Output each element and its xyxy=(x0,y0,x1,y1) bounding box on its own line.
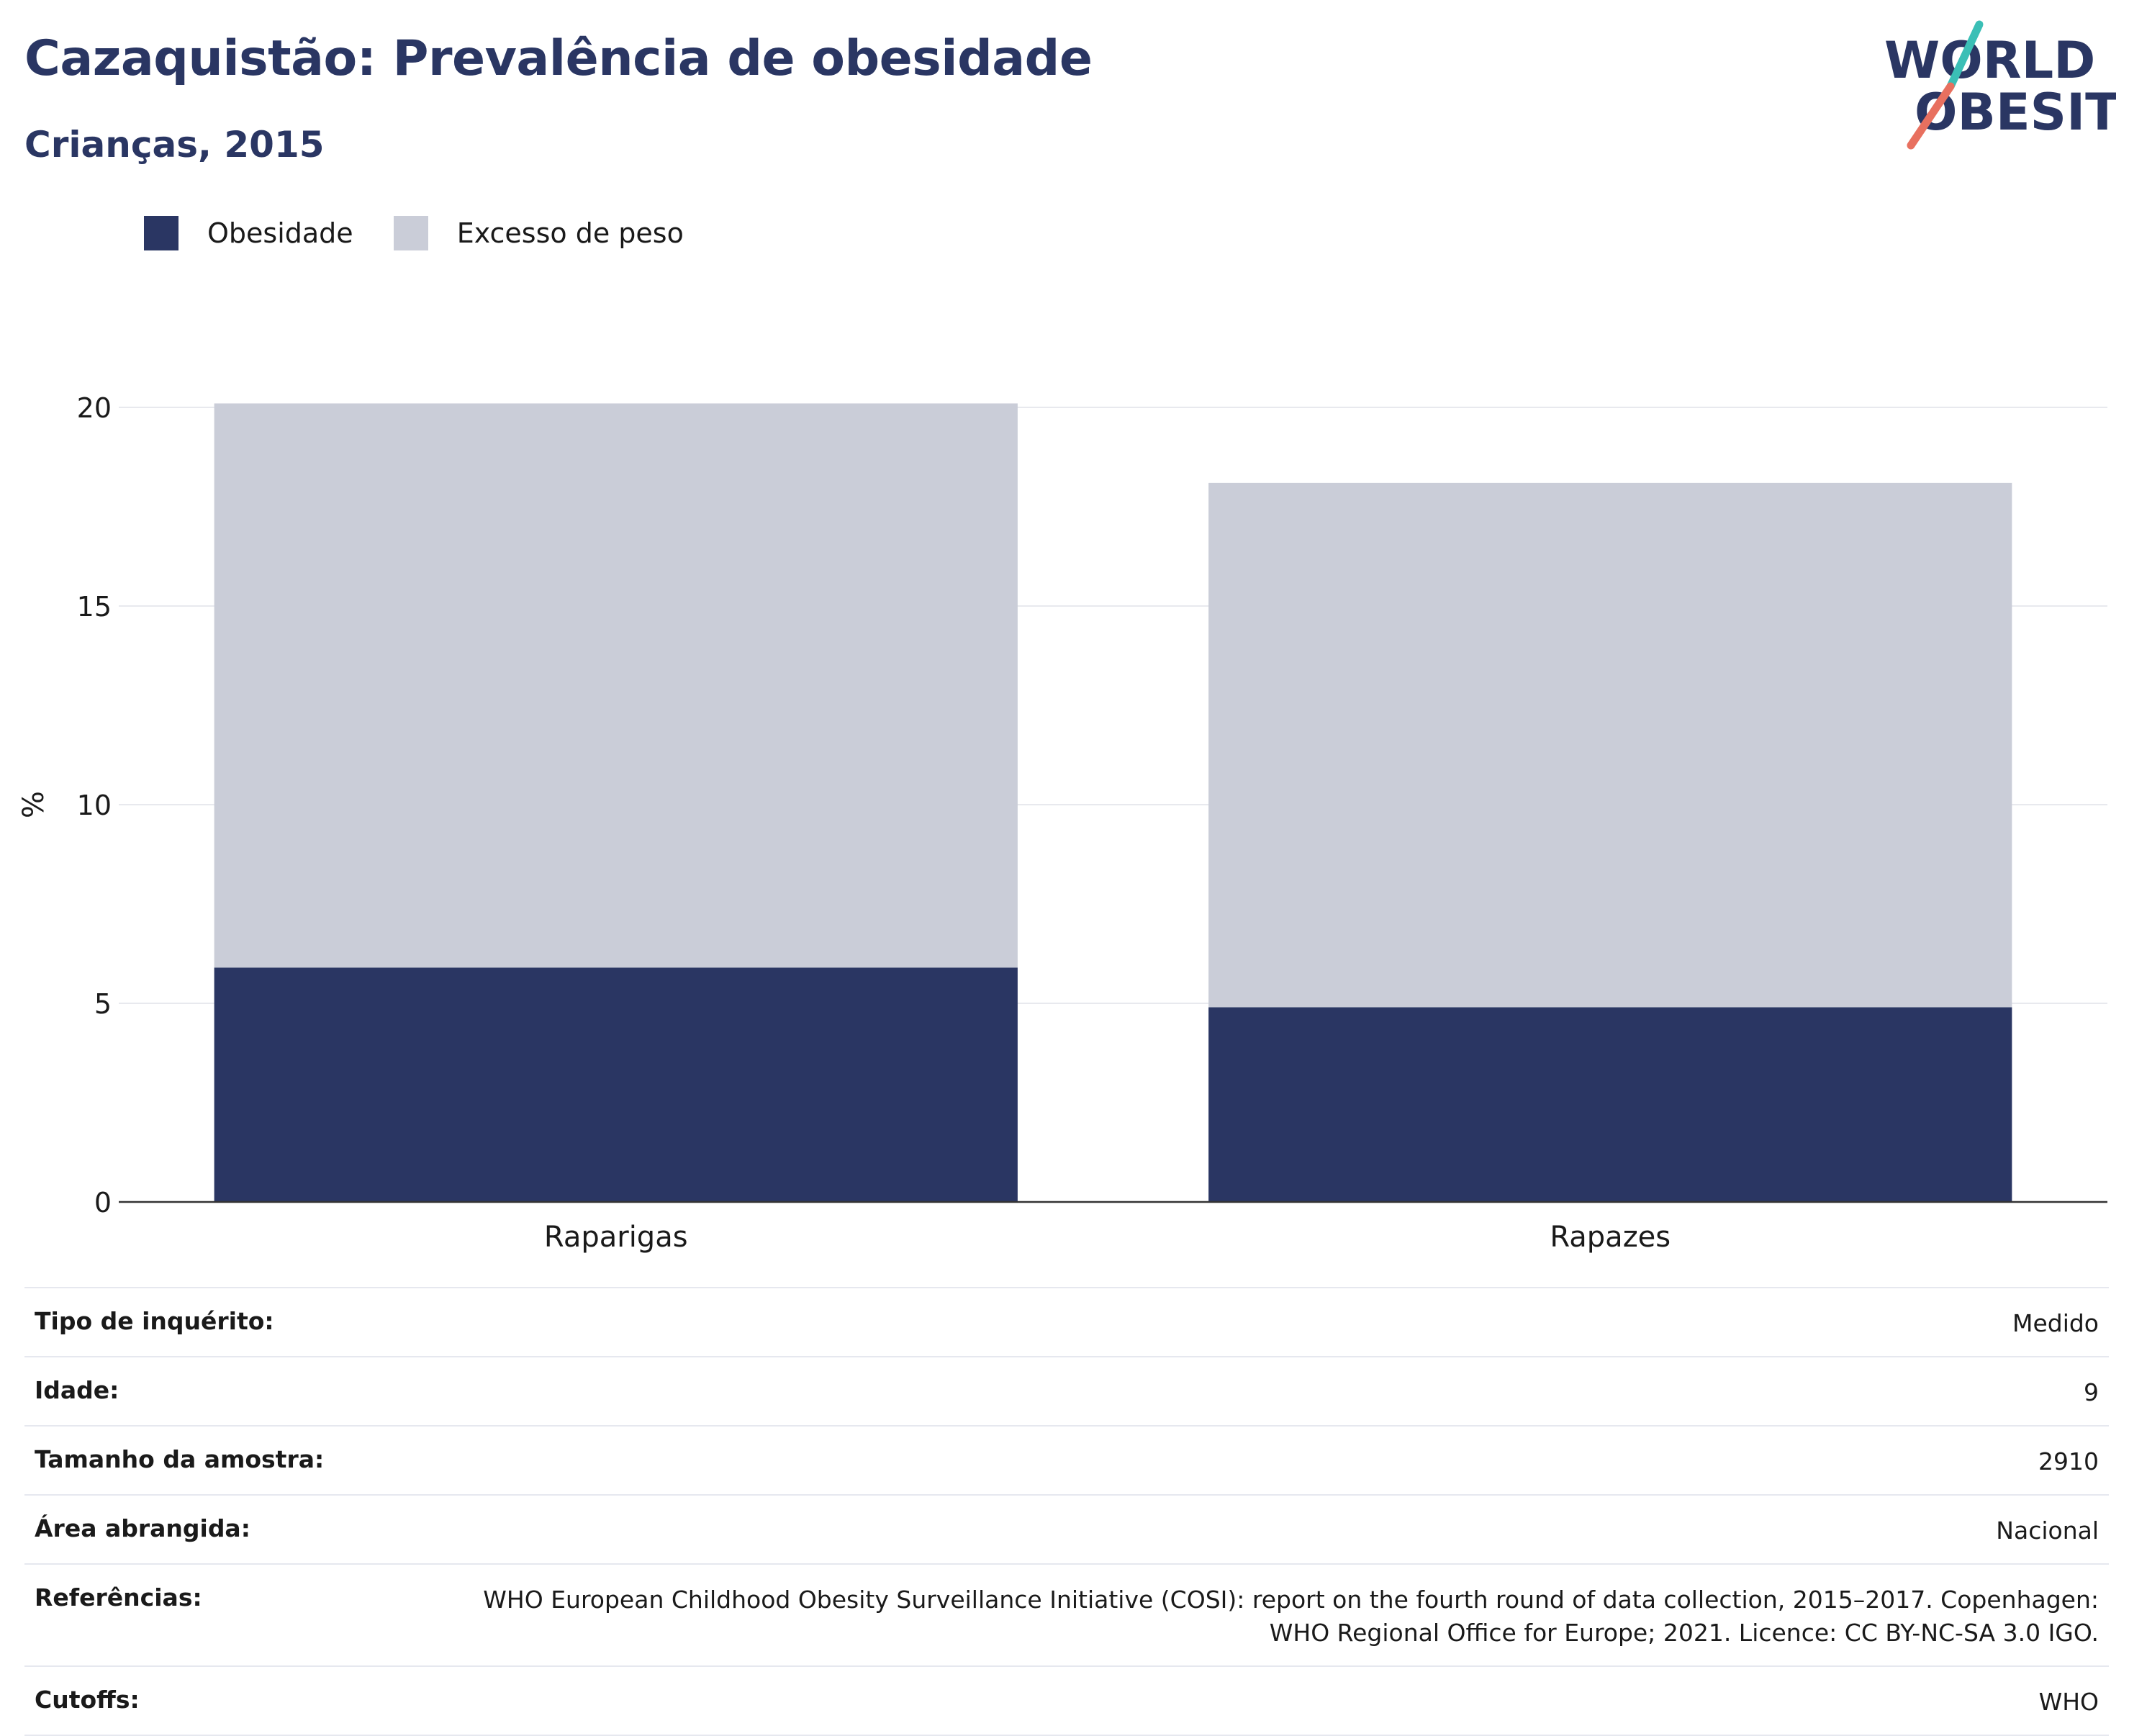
metadata-row: Área abrangida: Nacional xyxy=(24,1494,2109,1563)
y-tick-label: 0 xyxy=(94,1187,112,1219)
metadata-row: Referências: WHO European Childhood Obesi… xyxy=(24,1563,2109,1665)
page-title: Cazaquistão: Prevalência de obesidade xyxy=(24,30,1093,87)
legend-label-excesso-de-peso: Excesso de peso xyxy=(456,217,684,249)
metadata-value: 2910 xyxy=(2038,1447,2099,1475)
metadata-row: Tipo de inquérito: Medido xyxy=(24,1287,2109,1356)
bar-excesso-de-peso xyxy=(214,403,1018,968)
legend-item-excesso-de-peso: Excesso de peso xyxy=(393,216,684,250)
metadata-label: Idade: xyxy=(35,1376,119,1404)
page-subtitle: Crianças, 2015 xyxy=(24,124,325,166)
metadata-value: Nacional xyxy=(1996,1516,2099,1545)
bar-excesso-de-peso xyxy=(1208,482,2012,1008)
legend-swatch-obesidade xyxy=(144,216,178,250)
bar-obesidade xyxy=(214,967,1018,1202)
bar-chart: 0 5 10 15 20% Raparigas Rapazes xyxy=(17,392,2107,1254)
metadata-row: Idade: 9 xyxy=(24,1356,2109,1425)
logo-slash-teal xyxy=(1946,20,1984,91)
metadata-value: Medido xyxy=(2012,1309,2099,1337)
metadata-row: Cutoffs: WHO xyxy=(24,1665,2109,1736)
y-tick-label: 15 xyxy=(77,591,112,623)
logo-line-1: WORLD xyxy=(1884,31,2095,90)
legend-swatch-excesso-de-peso xyxy=(393,216,428,250)
metadata-label: Tipo de inquérito: xyxy=(35,1307,274,1335)
x-tick-label: Rapazes xyxy=(1550,1221,1671,1254)
y-axis-label: % xyxy=(17,791,50,818)
metadata-value: WHO European Childhood Obesity Surveilla… xyxy=(483,1586,2099,1647)
metadata-table: Tipo de inquérito: Medido Idade: 9 Tamanho d… xyxy=(24,1287,2109,1736)
y-tick-label: 10 xyxy=(77,790,112,821)
metadata-label: Cutoffs: xyxy=(35,1686,140,1714)
logo-slash-coral xyxy=(1907,82,1955,150)
metadata-label: Tamanho da amostra: xyxy=(35,1445,325,1473)
legend-label-obesidade: Obesidade xyxy=(207,217,353,249)
metadata-value: WHO xyxy=(2038,1688,2099,1716)
metadata-label: Referências: xyxy=(35,1583,202,1611)
y-tick-label: 5 xyxy=(94,988,112,1020)
metadata-row: Tamanho da amostra: 2910 xyxy=(24,1425,2109,1494)
y-tick-label: 20 xyxy=(77,392,112,424)
bar-obesidade xyxy=(1208,1007,2012,1202)
x-tick-label: Raparigas xyxy=(544,1221,688,1254)
chart-legend: Obesidade Excesso de peso xyxy=(144,216,724,250)
legend-item-obesidade: Obesidade xyxy=(144,216,353,250)
world-obesity-logo: WORLD OBESITY xyxy=(1884,20,2116,150)
metadata-value: 9 xyxy=(2084,1378,2099,1406)
metadata-label: Área abrangida: xyxy=(35,1514,250,1542)
